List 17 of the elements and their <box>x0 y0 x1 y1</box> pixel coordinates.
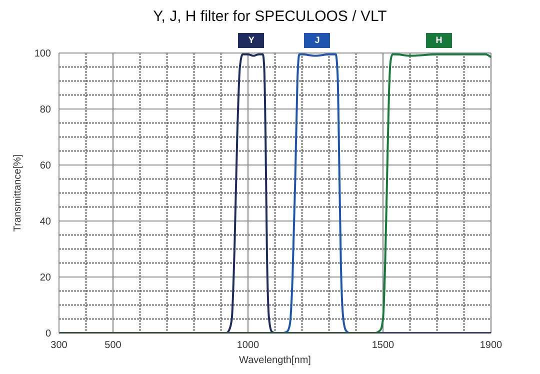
x-axis-title: Wavelength[nm] <box>239 355 312 366</box>
y-tick-label: 80 <box>40 104 52 116</box>
y-tick-label: 20 <box>40 272 52 284</box>
y-tick-label: 0 <box>45 328 52 340</box>
x-tick-label: 500 <box>104 340 122 352</box>
x-tick-label: 1000 <box>236 340 260 352</box>
x-tick-label: 300 <box>50 340 68 352</box>
series-label: J <box>304 33 330 48</box>
x-tick-label: 1500 <box>372 340 395 352</box>
series-label: Y <box>238 33 264 48</box>
y-tick-label: 40 <box>40 216 52 228</box>
y-tick-label: 100 <box>34 48 52 60</box>
chart-title: Y, J, H filter for SPECULOOS / VLT <box>152 8 388 25</box>
x-tick-label: 1900 <box>480 340 503 352</box>
series-label: H <box>426 33 452 48</box>
y-axis-title: Transmittance[%] <box>12 154 24 232</box>
y-tick-label: 60 <box>40 160 52 172</box>
